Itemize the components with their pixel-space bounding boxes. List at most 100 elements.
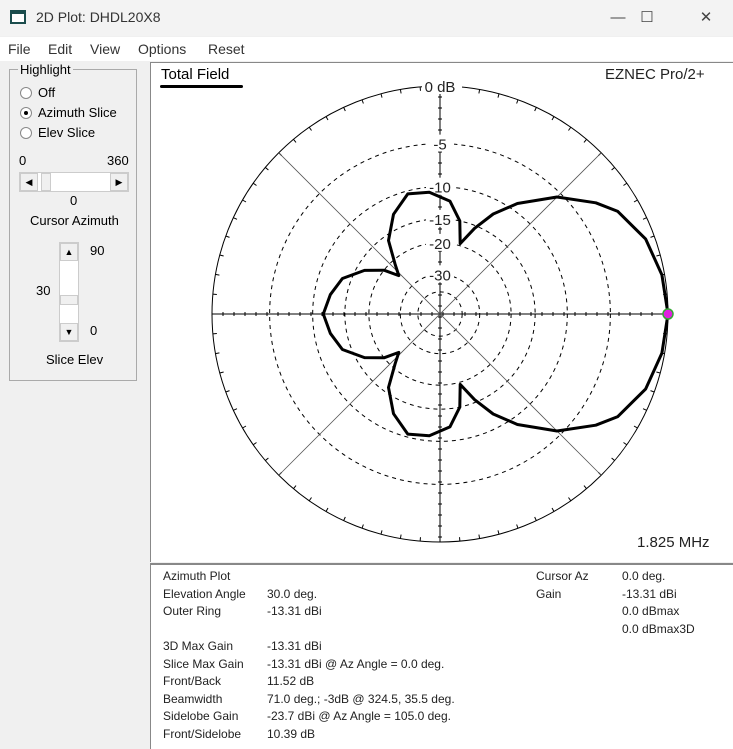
ring-tick [380,530,383,535]
window-title: 2D Plot: DHDL20X8 [36,9,161,25]
info-value: 30.0 deg. [267,586,318,601]
ring-label-bg [426,177,454,195]
ring-tick [650,390,655,393]
ring-tick [642,217,647,220]
ring-tick [399,89,402,94]
radio-label: Off [38,85,56,100]
menu-reset[interactable]: Reset [208,41,245,57]
ring-tick [325,116,329,121]
ring-tick [568,126,572,131]
ring-tick [225,390,230,393]
ring-tick [219,254,224,257]
azimuth-max: 360 [107,153,129,168]
azimuth-value: 0 [70,193,78,208]
menu-options[interactable]: Options [138,41,187,57]
cursor-label: Gain [536,586,562,601]
ring-tick [215,273,220,276]
ring-tick [650,235,655,238]
menu-view[interactable]: View [90,41,121,57]
close-button[interactable]: ✕ [699,9,713,26]
info-value: -13.31 dBi @ Az Angle = 0.0 deg. [267,656,445,671]
slice-elev-scrollbar[interactable]: ▲ ▼ [59,242,79,342]
info-label: Azimuth Plot [163,569,231,583]
info-label: 3D Max Gain [163,639,234,653]
menu-bar: File Edit View Options Reset [0,37,733,61]
ring-tick [343,516,346,521]
cursor-azimuth-label: Cursor Azimuth [30,213,119,228]
azimuth-min: 0 [19,153,27,168]
title-bar: 2D Plot: DHDL20X8 — ☐ ✕ [0,0,733,36]
ring-label-bg [426,265,454,283]
ring-label: -5 [433,137,446,154]
brand-label: EZNEC Pro/2+ [605,66,705,83]
polar-plot-area[interactable]: Total Field EZNEC Pro/2+ 1.825 MHz 0 dB -… [150,62,733,562]
ring-tick [534,516,537,521]
ring-tick [623,442,628,446]
ring-label-bg [426,134,454,152]
cursor-value: 0.0 dBmax [622,604,680,618]
radio-label: Elev Slice [38,125,96,140]
info-label: Sidelobe Gain [163,709,239,723]
info-value: 71.0 deg.; -3dB @ 324.5, 35.5 deg. [267,691,455,706]
ring-tick [516,524,519,529]
ring-tick [265,167,269,171]
radio-icon [20,86,32,99]
polar-chart: 0 dB -5 -10 -15 -20 -30 [211,77,674,543]
ring-tick [399,534,402,539]
info-value: 11.52 dB [267,674,315,688]
ring-tick [225,235,230,238]
scroll-thumb[interactable] [60,295,78,305]
maximize-button[interactable]: ☐ [640,9,654,26]
ring-tick [551,507,555,512]
ring-tick [233,408,238,411]
ring-tick [568,497,572,502]
ring-tick [325,507,329,512]
ring-tick [252,442,257,446]
scroll-left-button[interactable]: ◀ [20,173,38,191]
info-label: Beamwidth [163,691,223,706]
cursor-azimuth-scrollbar[interactable]: ◀ ▶ [19,172,129,192]
elev-value: 30 [36,283,51,298]
ring-label-bg [426,233,454,251]
highlight-group: Highlight Off Azimuth Slice Elev Slice [9,62,137,381]
radio-label: Azimuth Slice [38,105,117,120]
scroll-up-button[interactable]: ▲ [60,243,78,261]
radio-azimuth-slice[interactable]: Azimuth Slice [20,105,117,120]
ring-tick [242,199,247,203]
scroll-thumb[interactable] [41,173,51,191]
info-value: -13.31 dBi [267,604,322,618]
ring-tick [633,199,638,203]
info-value: -23.7 dBi @ Az Angle = 105.0 deg. [267,709,451,723]
radio-elev-slice[interactable]: Elev Slice [20,125,95,140]
ring-tick [611,167,615,171]
cursor-value: -13.31 dBi [622,586,677,601]
ring-tick [265,457,269,461]
info-label: Slice Max Gain [163,656,244,671]
ring-tick [242,425,247,429]
radio-icon [20,126,32,139]
info-label: Front/Sidelobe [163,726,242,741]
ring-tick [380,93,383,98]
cursor-label: Cursor Az [536,569,589,583]
cursor-value: 0.0 deg. [622,569,666,583]
ring-tick [219,371,224,374]
elev-min: 0 [90,323,98,338]
scroll-down-button[interactable]: ▼ [60,323,78,341]
minimize-button[interactable]: — [610,9,626,26]
info-value: -13.31 dBi [267,639,322,653]
scroll-right-button[interactable]: ▶ [110,173,128,191]
ring-label-bg [426,209,454,227]
ring-tick [583,485,587,489]
ring-tick [497,93,500,98]
ring-label: -30 [429,267,451,284]
ring-tick [551,116,555,121]
menu-file[interactable]: File [8,41,31,57]
info-value: 10.39 dB [267,726,316,741]
menu-edit[interactable]: Edit [48,41,73,57]
ring-tick [252,182,257,186]
ring-tick [656,371,661,374]
axis-diagonal [278,152,602,476]
cursor-value: 0.0 dBmax3D [622,621,695,636]
radio-off[interactable]: Off [20,85,55,100]
info-label: Front/Back [163,674,222,688]
